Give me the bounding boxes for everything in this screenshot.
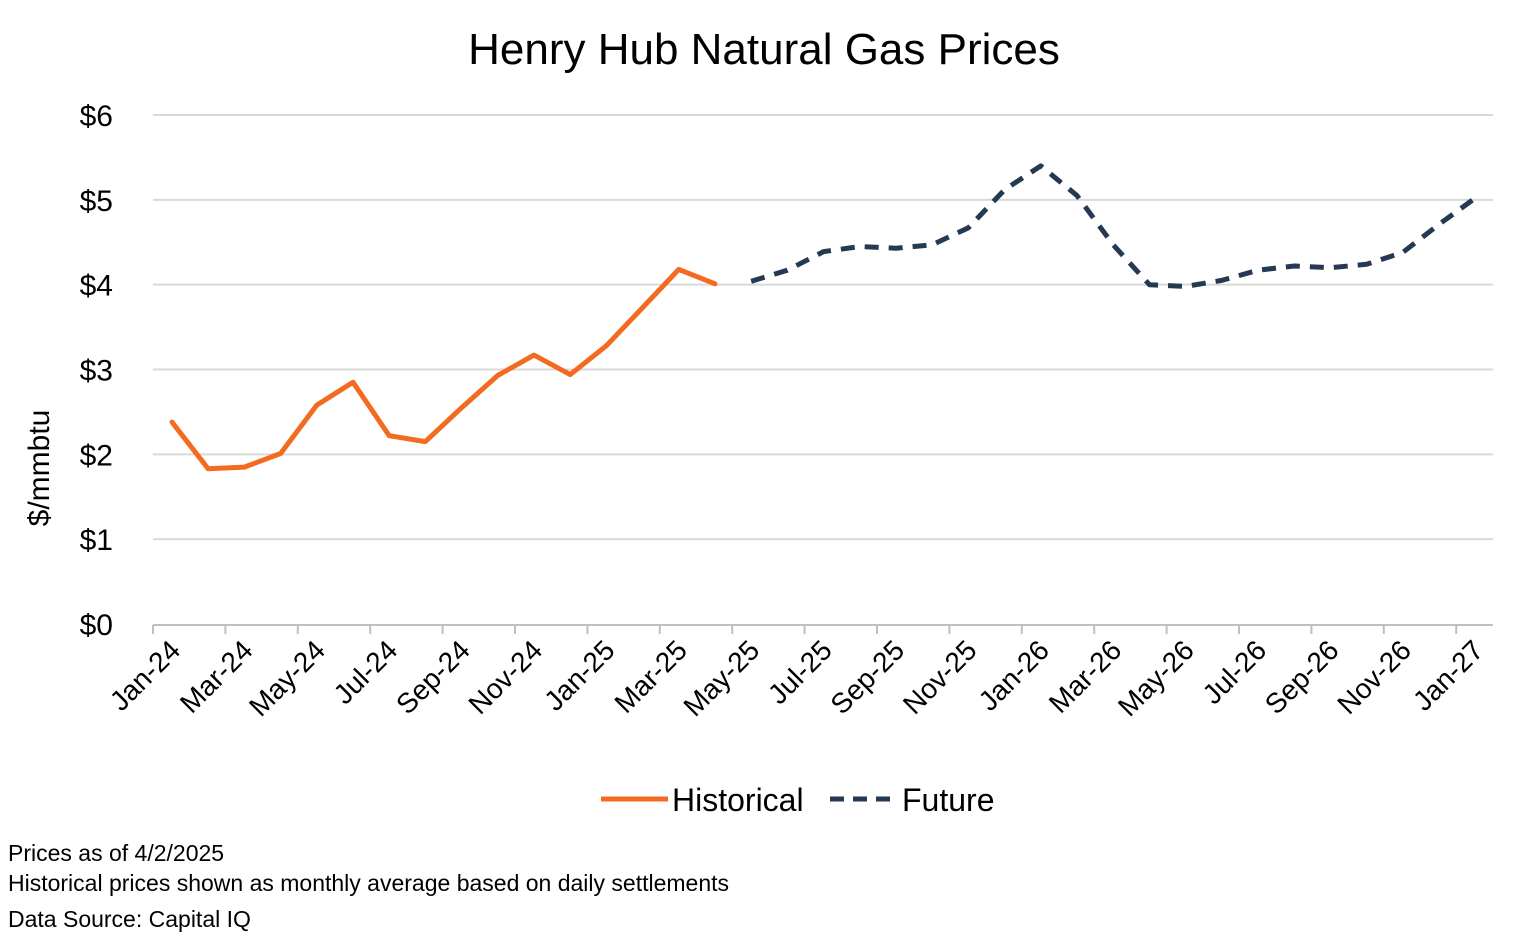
chart-title: Henry Hub Natural Gas Prices xyxy=(468,25,1060,74)
footnotes: Prices as of 4/2/2025 Historical prices … xyxy=(8,838,729,934)
y-tick-label: $5 xyxy=(80,185,113,218)
y-tick-label: $6 xyxy=(80,100,113,133)
x-tick-label: Sep-25 xyxy=(824,634,910,720)
series-lines xyxy=(169,163,1477,472)
note-prices-date: Prices as of 4/2/2025 xyxy=(8,840,225,866)
y-axis-ticks: $0 $1 $2 $3 $4 $5 $6 xyxy=(80,100,113,642)
x-tick-label: Nov-24 xyxy=(462,634,548,720)
x-tick-label: Jan-27 xyxy=(1407,634,1489,716)
x-tick-label: Nov-25 xyxy=(897,634,983,720)
y-tick-label: $0 xyxy=(80,609,113,642)
legend-future-label: Future xyxy=(902,782,994,818)
legend: Historical Future xyxy=(601,782,994,818)
y-axis-label: $/mmbtu xyxy=(23,410,56,527)
x-tick-label: Jan-24 xyxy=(104,634,186,716)
y-tick-label: $1 xyxy=(80,524,113,557)
note-historical-method: Historical prices shown as monthly avera… xyxy=(8,870,730,896)
y-tick-label: $2 xyxy=(80,439,113,472)
note-data-source: Data Source: Capital IQ xyxy=(8,906,251,932)
y-tick-label: $3 xyxy=(80,355,113,388)
x-axis-ticks: Jan-24Mar-24May-24Jul-24Sep-24Nov-24Jan-… xyxy=(104,634,1490,722)
y-tick-label: $4 xyxy=(80,270,113,303)
legend-historical-label: Historical xyxy=(672,782,804,818)
x-tick-label: Mar-25 xyxy=(608,634,693,719)
x-tick-label: May-26 xyxy=(1112,634,1200,722)
grid-lines xyxy=(153,114,1493,541)
x-tick-label: Nov-26 xyxy=(1331,634,1417,720)
x-axis xyxy=(152,624,1493,634)
x-tick-label: Mar-24 xyxy=(174,634,259,719)
chart: Henry Hub Natural Gas Prices $0$1$2$3$4$… xyxy=(23,25,1493,818)
x-tick-label: Jan-26 xyxy=(973,634,1055,716)
x-tick-label: Sep-24 xyxy=(390,634,476,720)
x-tick-label: May-25 xyxy=(677,634,765,722)
x-tick-label: Jan-25 xyxy=(538,634,620,716)
x-tick-label: Mar-26 xyxy=(1043,634,1128,719)
series-line-historical xyxy=(169,266,718,472)
x-tick-label: May-24 xyxy=(243,634,331,722)
x-tick-label: Sep-26 xyxy=(1259,634,1345,720)
series-line-future xyxy=(750,163,1477,289)
